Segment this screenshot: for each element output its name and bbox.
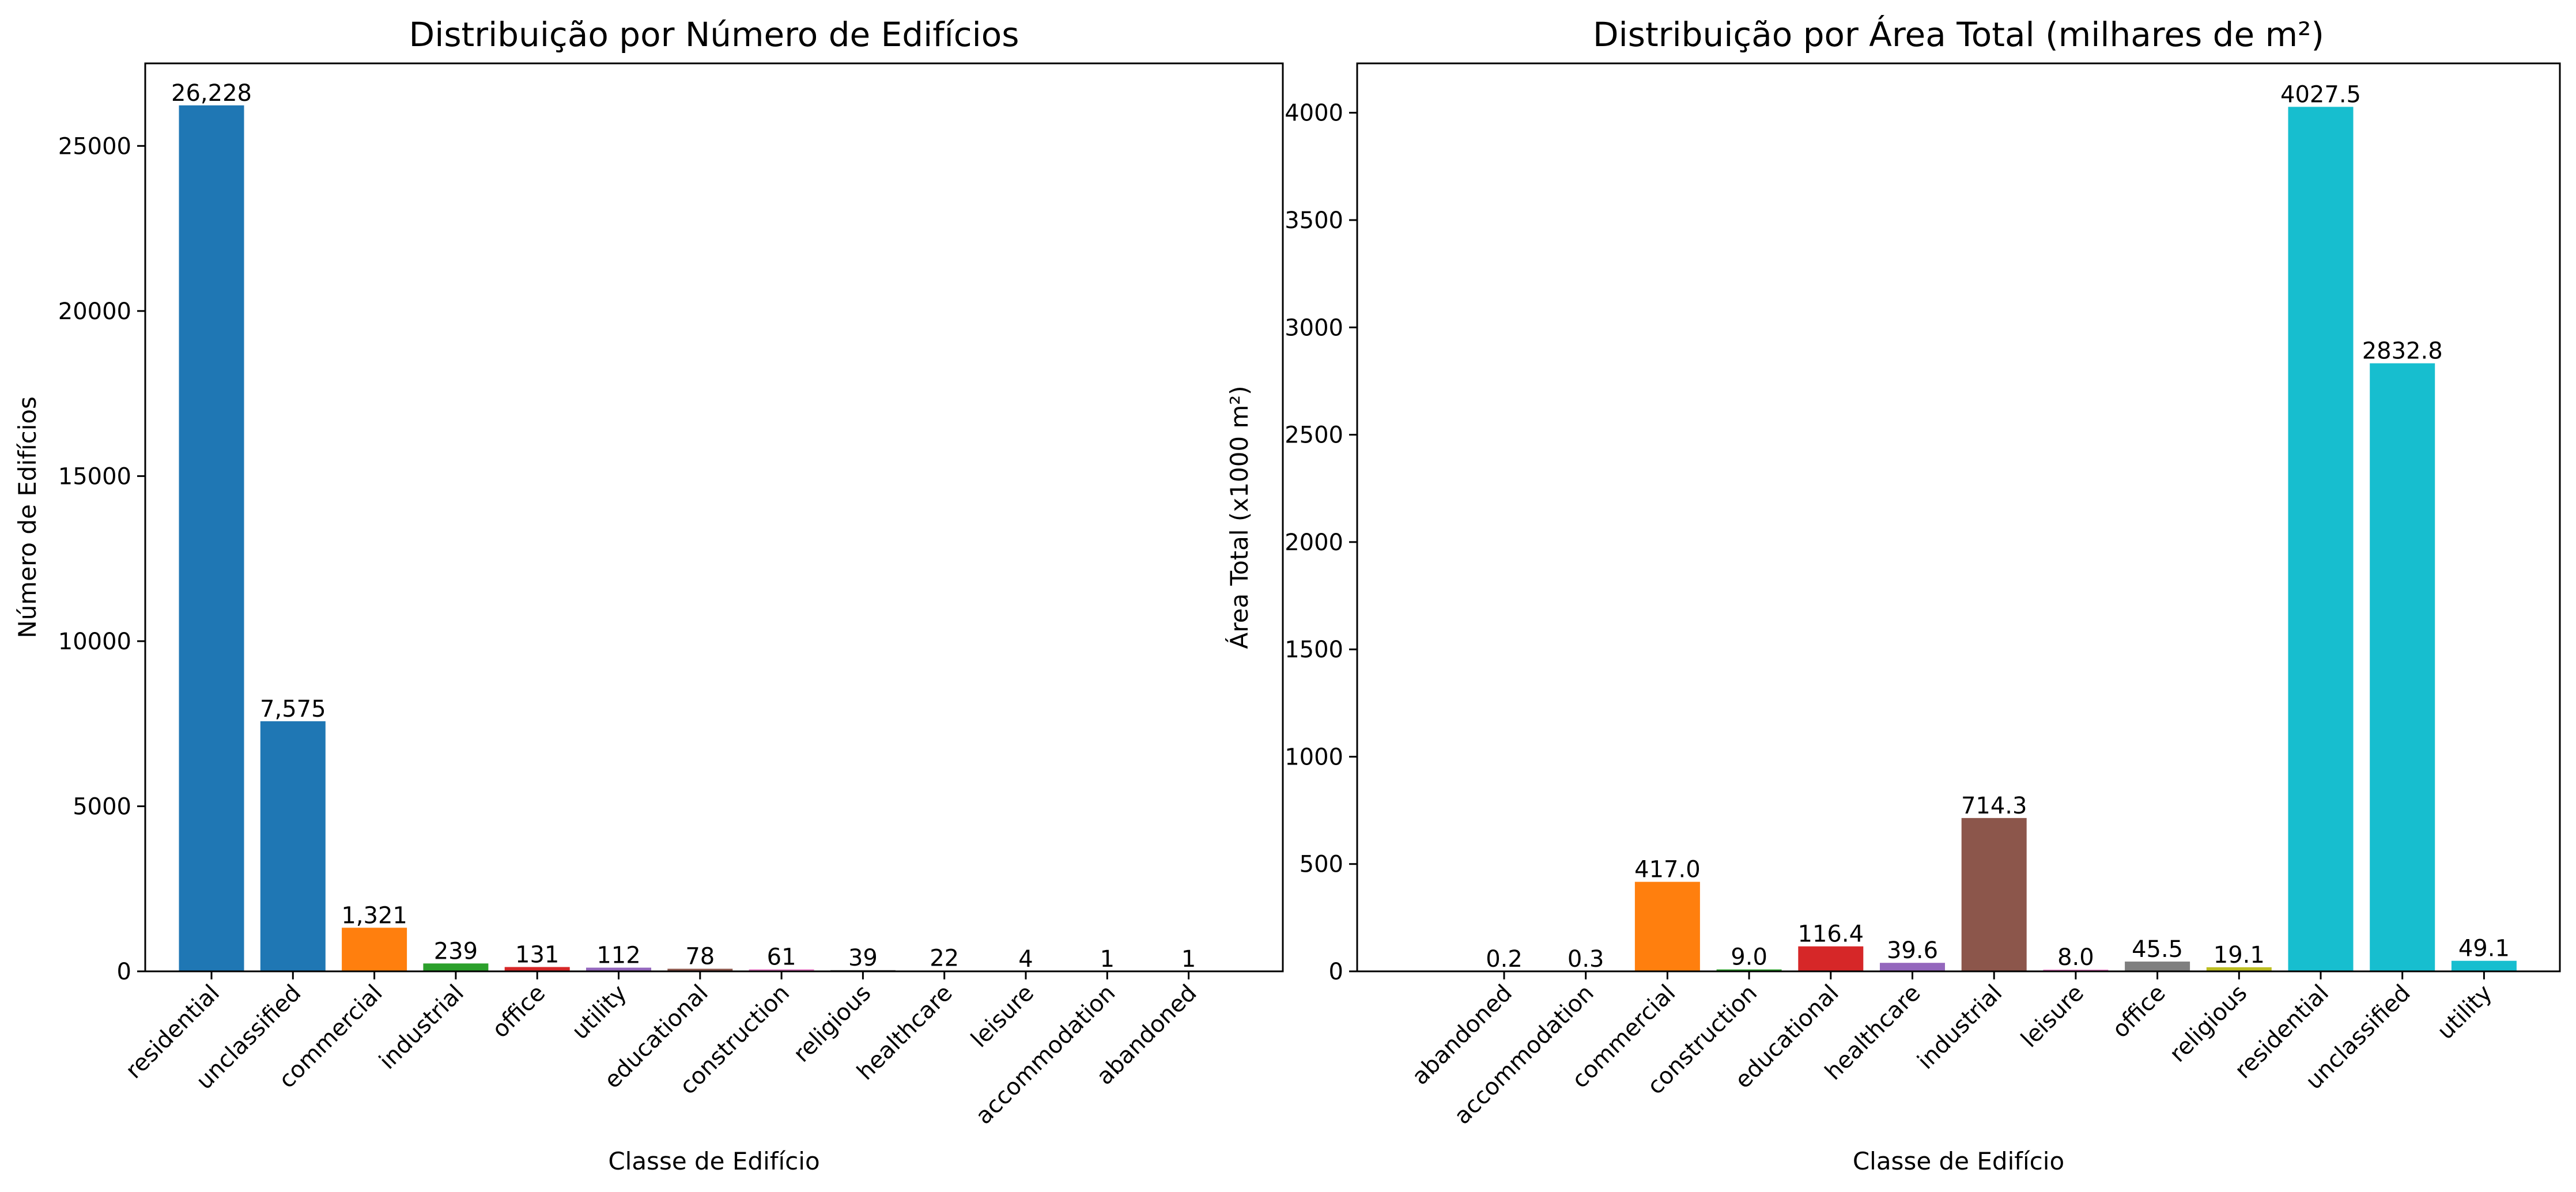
bar-commercial [1634,881,1700,971]
bar-value-label: 1 [1181,946,1196,972]
chart-title: Distribuição por Número de Edifícios [409,15,1019,54]
y-tick-label: 0 [117,959,131,985]
bar-value-label: 19.1 [2214,942,2265,968]
bar-value-label: 4 [1018,946,1033,972]
y-tick-label: 500 [1300,852,1343,878]
bar-value-label: 2832.8 [2362,338,2443,365]
y-tick-label: 3500 [1285,207,1343,234]
bar-value-label: 26,228 [171,80,252,107]
bar-residential [2288,107,2354,972]
y-tick-label: 15000 [58,463,131,490]
bar-value-label: 0.2 [1486,946,1523,972]
bar-value-label: 116.4 [1798,921,1864,948]
y-axis-label: Área Total (x1000 m²) [1225,385,1253,649]
bar-value-label: 7,575 [260,696,326,722]
plot-frame [1356,62,2561,972]
bar-construction [1716,969,1782,971]
bar-industrial [423,963,489,971]
x-tick-label: accommodation [1449,980,1599,1130]
bar-healthcare [1880,963,1945,971]
y-tick-label: 2000 [1285,529,1343,556]
x-tick-label: industrial [1913,980,2008,1075]
bar-value-label: 112 [596,943,640,969]
y-tick-label: 1000 [1285,744,1343,770]
y-tick-label: 5000 [73,793,131,820]
x-tick-label: office [487,980,550,1043]
bar-value-label: 1,321 [341,902,407,929]
y-tick-label: 10000 [58,629,131,655]
x-tick-label: utility [567,980,632,1045]
y-tick-label: 4000 [1285,100,1343,127]
plot-frame [144,62,1284,972]
y-tick-label: 0 [1329,959,1343,985]
x-tick-label: utility [2433,980,2498,1045]
x-axis-label: Classe de Edifício [608,1147,819,1175]
bar-value-label: 0.3 [1567,946,1604,972]
bar-commercial [342,928,407,971]
y-tick-label: 25000 [58,133,131,160]
bar-value-label: 45.5 [2132,936,2183,963]
bar-value-label: 39.6 [1887,937,1938,964]
chart-left-number-of-buildings: Distribuição por Número de Edifícios 0 500… [13,15,1284,1175]
chart-right-total-area: Distribuição por Área Total (milhares de… [1225,14,2561,1175]
x-tick-label: leisure [2016,980,2089,1053]
x-tick-label: accommodation [970,980,1120,1130]
y-tick-label: 20000 [58,298,131,325]
y-tick-label: 3000 [1285,315,1343,341]
x-tick-label: leisure [966,980,1039,1053]
x-axis-label: Classe de Edifício [1853,1147,2064,1175]
bar-value-label: 78 [685,944,715,970]
bar-residential [179,105,244,971]
bar-value-label: 39 [848,945,878,971]
chart-title: Distribuição por Área Total (milhares de… [1593,14,2324,54]
bar-unclassified [260,721,326,971]
bar-value-label: 714.3 [1961,793,2027,819]
bar-value-label: 8.0 [2057,944,2094,971]
bar-educational [1798,946,1864,971]
x-tick-label: office [2107,980,2171,1043]
bar-value-label: 61 [767,944,796,971]
bar-office [504,967,570,971]
bar-unclassified [2370,363,2435,971]
y-axis-label: Número de Edifícios [13,396,41,638]
bar-educational [667,968,733,971]
bar-value-label: 417.0 [1634,857,1701,883]
bar-value-label: 9.0 [1731,944,1767,971]
bar-utility [2451,960,2517,971]
x-tick-label: religious [2165,980,2252,1068]
bar-office [2125,962,2190,971]
bar-value-label: 239 [434,938,478,964]
bar-religious [2206,967,2272,971]
x-tick-label: industrial [374,980,469,1075]
y-tick-label: 1500 [1285,637,1343,663]
bar-value-label: 131 [515,941,559,968]
bar-value-label: 1 [1100,946,1115,972]
bar-industrial [1961,818,2027,971]
bar-utility [586,967,651,971]
y-tick-label: 2500 [1285,422,1343,449]
bar-value-label: 4027.5 [2280,81,2361,108]
bar-value-label: 22 [930,945,959,972]
bar-construction [749,969,814,971]
bar-value-label: 49.1 [2458,936,2510,962]
x-tick-label: religious [788,980,876,1068]
